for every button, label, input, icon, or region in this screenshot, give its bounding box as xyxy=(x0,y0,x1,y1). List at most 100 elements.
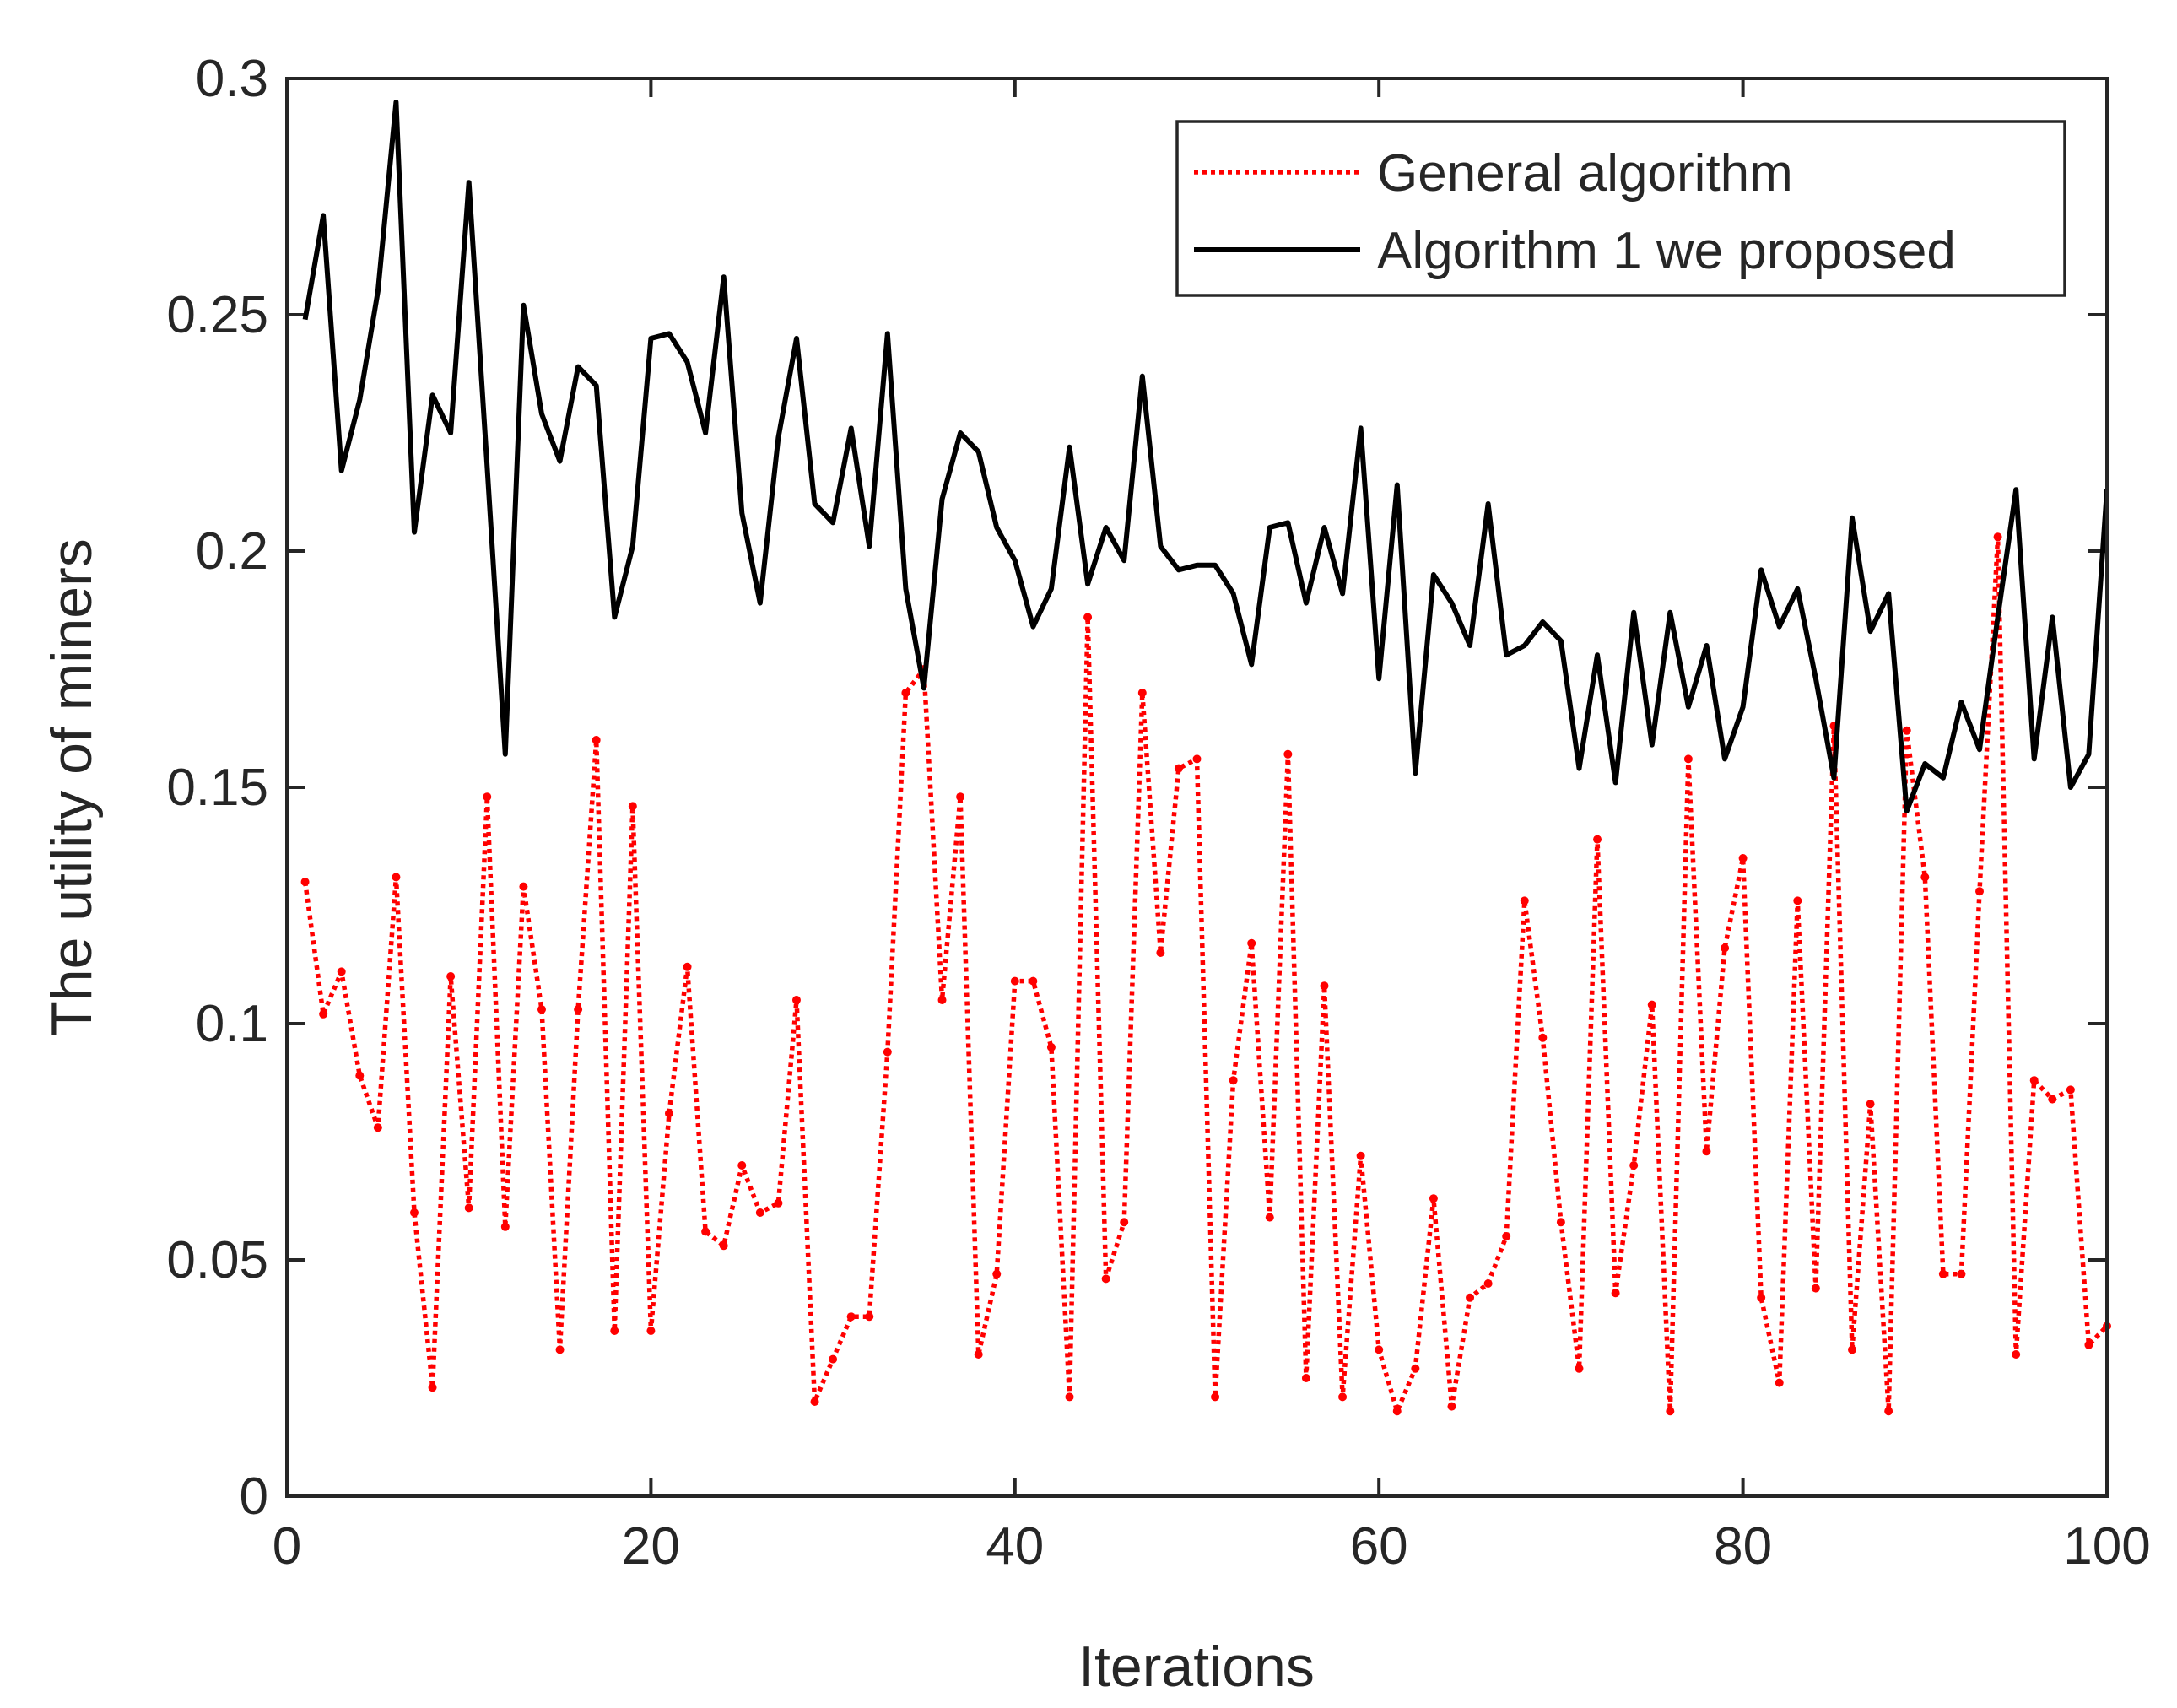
general-algorithm-point xyxy=(1010,976,1019,986)
y-tick-label: 0.1 xyxy=(196,995,268,1053)
general-algorithm-point xyxy=(537,1005,546,1014)
general-algorithm-point xyxy=(1429,1194,1438,1203)
general-algorithm-point xyxy=(1593,835,1602,844)
y-tick-label: 0.3 xyxy=(196,50,268,108)
x-axis-label: Iterations xyxy=(1078,1635,1315,1699)
y-tick-label: 0.25 xyxy=(166,286,268,344)
general-algorithm-point xyxy=(574,1005,583,1014)
general-algorithm-point xyxy=(719,1241,728,1251)
general-algorithm-point xyxy=(1957,1269,1966,1278)
general-algorithm-point xyxy=(1320,981,1329,991)
general-algorithm-point xyxy=(1975,887,1985,896)
general-algorithm-point xyxy=(1721,943,1730,953)
y-tick-label: 0.15 xyxy=(166,759,268,817)
general-algorithm-point xyxy=(1556,1218,1565,1227)
general-algorithm-point xyxy=(1538,1033,1548,1042)
general-algorithm-point xyxy=(392,873,401,882)
general-algorithm-point xyxy=(901,689,910,697)
general-algorithm-point xyxy=(1301,1374,1310,1382)
general-algorithm-point xyxy=(1411,1364,1420,1373)
general-algorithm-point xyxy=(2048,1095,2057,1104)
general-algorithm-point xyxy=(1046,1043,1056,1051)
x-tick-label: 40 xyxy=(986,1517,1044,1576)
general-algorithm-point xyxy=(1902,726,1911,735)
general-algorithm-point xyxy=(1757,1293,1766,1302)
x-tick-label: 20 xyxy=(622,1517,680,1576)
axes-box xyxy=(285,77,2109,1498)
y-axis-label: The utility of miners xyxy=(40,538,104,1036)
general-algorithm-point xyxy=(646,1327,656,1335)
x-tick-label: 100 xyxy=(2063,1517,2150,1576)
legend-label-general: General algorithm xyxy=(1377,144,1793,203)
general-algorithm-point xyxy=(1993,532,2002,542)
x-tick-label: 60 xyxy=(1350,1517,1408,1576)
legend-box xyxy=(1175,120,2066,297)
y-tick-label: 0.05 xyxy=(166,1231,268,1289)
general-algorithm-point xyxy=(1848,1345,1857,1354)
general-algorithm-point xyxy=(1375,1345,1384,1354)
general-algorithm-point xyxy=(974,1350,983,1359)
general-algorithm-point xyxy=(1647,1000,1656,1009)
general-algorithm-point xyxy=(1174,764,1183,773)
general-algorithm-point xyxy=(865,1312,874,1322)
general-algorithm-point xyxy=(1793,896,1802,905)
general-algorithm-point xyxy=(1775,1378,1784,1387)
general-algorithm-point xyxy=(1083,613,1093,622)
general-algorithm-point xyxy=(1029,976,1038,986)
general-algorithm-point xyxy=(1702,1147,1711,1156)
general-algorithm-point xyxy=(1683,754,1693,764)
general-algorithm-point xyxy=(300,878,310,886)
general-algorithm-point xyxy=(737,1161,747,1170)
y-tick-label: 0 xyxy=(240,1467,268,1526)
general-algorithm-point xyxy=(1502,1232,1511,1240)
x-tick-label: 80 xyxy=(1714,1517,1772,1576)
general-algorithm-point xyxy=(446,972,456,981)
general-algorithm-point xyxy=(937,996,947,1004)
general-algorithm-point xyxy=(1629,1161,1639,1170)
general-algorithm-point xyxy=(791,996,801,1004)
x-tick-label: 0 xyxy=(273,1517,301,1576)
general-algorithm-point xyxy=(774,1198,783,1208)
general-algorithm-point xyxy=(1666,1407,1675,1416)
general-algorithm-point xyxy=(464,1203,473,1213)
general-algorithm-point xyxy=(1884,1407,1893,1416)
general-algorithm-point xyxy=(1192,754,1202,764)
general-algorithm-point xyxy=(1392,1407,1402,1416)
general-algorithm-point xyxy=(883,1047,892,1057)
general-algorithm-point xyxy=(1611,1289,1620,1298)
general-algorithm-point xyxy=(1101,1274,1110,1284)
general-algorithm-point xyxy=(1466,1293,1475,1302)
general-algorithm-point xyxy=(628,802,637,811)
general-algorithm-point xyxy=(519,882,528,891)
general-algorithm-point xyxy=(1229,1076,1238,1085)
general-algorithm-point xyxy=(1338,1392,1348,1402)
general-algorithm-point xyxy=(592,736,601,744)
general-algorithm-point xyxy=(2084,1340,2093,1349)
general-algorithm-point xyxy=(683,962,692,971)
general-algorithm-point xyxy=(1283,749,1293,759)
series-layer xyxy=(300,100,2111,1416)
general-algorithm-point xyxy=(500,1222,510,1231)
general-algorithm-point xyxy=(701,1227,710,1236)
general-algorithm-point xyxy=(956,792,965,802)
series-algorithm-1-line xyxy=(302,100,2109,813)
general-algorithm-point xyxy=(483,792,492,802)
general-algorithm-point xyxy=(2012,1350,2021,1359)
general-algorithm-point xyxy=(610,1327,619,1335)
general-algorithm-point xyxy=(1265,1213,1274,1222)
general-algorithm-point xyxy=(664,1109,673,1118)
general-algorithm-point xyxy=(319,1009,328,1019)
general-algorithm-point xyxy=(1811,1284,1820,1293)
general-algorithm-point xyxy=(1356,1151,1365,1160)
general-algorithm-point xyxy=(1247,938,1256,948)
general-algorithm-point xyxy=(992,1269,1002,1278)
general-algorithm-point xyxy=(2029,1076,2039,1085)
general-algorithm-point xyxy=(1575,1364,1584,1373)
general-algorithm-point xyxy=(1520,896,1529,905)
general-algorithm-point xyxy=(1211,1392,1220,1402)
general-algorithm-point xyxy=(337,967,346,976)
y-axis-ticks: 0 0.05 0.1 0.15 0.2 0.25 0.3 xyxy=(166,50,2107,1526)
general-algorithm-point xyxy=(409,1208,419,1217)
general-algorithm-point xyxy=(829,1354,838,1364)
